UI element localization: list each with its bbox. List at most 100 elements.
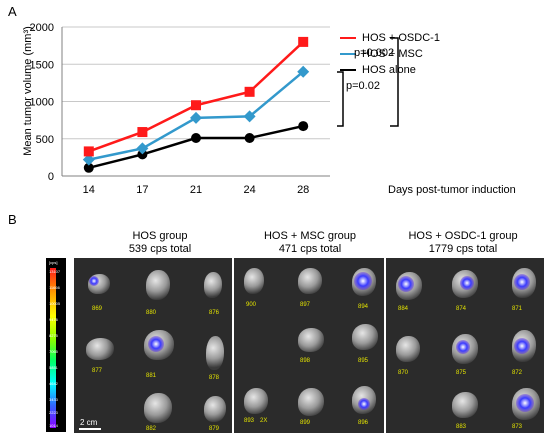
- x-tick-label: 14: [83, 184, 95, 196]
- series-line: [88, 124, 304, 170]
- sample-id: 894: [358, 304, 369, 310]
- sample-id: 875: [456, 370, 467, 376]
- data-point: [191, 133, 201, 144]
- signal-spot: [456, 340, 470, 354]
- sample-id: 874: [456, 306, 467, 312]
- colorbar-tick: 11666: [49, 285, 60, 290]
- legend-swatch: [340, 37, 356, 39]
- colorbar-tick: 7065: [49, 349, 58, 354]
- panel-b-label: B: [8, 212, 17, 227]
- y-tick-label: 1500: [30, 59, 54, 71]
- legend-item-hos: HOS alone: [340, 62, 440, 78]
- colorbar-tick: 10005: [49, 301, 61, 306]
- sample-id: 898: [300, 358, 311, 364]
- data-point: [243, 110, 256, 123]
- tumor-image: [86, 338, 114, 360]
- data-point: [136, 142, 149, 155]
- sample-id: 871: [512, 306, 523, 312]
- tumor-image: [244, 268, 264, 294]
- tumor-image: [146, 270, 170, 300]
- tumor-volume-chart: 0 500 1000 1500 2000 14 17 21 24 28: [30, 22, 399, 196]
- signal-spot: [514, 338, 530, 354]
- colorbar-tick: 3433: [49, 397, 58, 402]
- legend: HOS + OSDC-1 HOS + MSC HOS alone: [340, 30, 440, 78]
- tumor-image: [204, 272, 222, 298]
- luminescence-colorbar: [cps] 13107 11666 10005 9476 8275 7065 5…: [46, 258, 66, 432]
- signal-spot: [358, 398, 370, 410]
- panel-a-label: A: [8, 4, 17, 19]
- tumor-image: [298, 268, 322, 294]
- tumor-image: [452, 392, 478, 418]
- p-value-msc: p=0.02: [346, 80, 380, 92]
- signal-spot: [516, 394, 534, 412]
- significance-bracket: [337, 71, 344, 127]
- signal-spot: [460, 276, 474, 290]
- tumor-image: [298, 388, 324, 416]
- colorbar-gradient: [50, 268, 56, 428]
- data-point: [190, 111, 202, 124]
- legend-swatch: [340, 69, 356, 71]
- image-panel-msc: 900 897 894 898 895 893 2X 899 896: [234, 258, 384, 433]
- sample-id: 877: [92, 368, 103, 374]
- group-total: 539 cps total: [128, 243, 192, 255]
- sample-id: 900: [246, 302, 257, 308]
- scale-bar-line: [79, 428, 101, 430]
- sample-id: 2X: [260, 418, 268, 424]
- group-total: 471 cps total: [278, 243, 342, 255]
- legend-item-msc: HOS + MSC: [340, 46, 440, 62]
- sample-id: 872: [512, 370, 523, 376]
- x-tick-label: 21: [190, 184, 202, 196]
- image-panel-hos: 869 880 876 877 881 878 882 879: [74, 258, 232, 433]
- y-tick-label: 1000: [30, 97, 54, 109]
- data-point: [83, 146, 94, 157]
- sample-id: 879: [209, 426, 220, 432]
- tumor-image: [298, 328, 324, 352]
- signal-spot: [514, 274, 530, 290]
- sample-id: 896: [358, 420, 369, 426]
- colorbar-tick: 2223: [49, 410, 58, 415]
- data-point: [298, 36, 309, 47]
- group-total: 1779 cps total: [428, 243, 498, 255]
- group-name: HOS + MSC group: [263, 230, 356, 242]
- colorbar-tick: 1014: [49, 423, 58, 428]
- sample-id: 870: [398, 370, 409, 376]
- sample-id: 882: [146, 426, 157, 432]
- sample-id: 897: [300, 302, 311, 308]
- legend-label: HOS + OSDC-1: [362, 32, 440, 44]
- data-point: [298, 121, 309, 132]
- group-title-hos: HOS group 539 cps total: [85, 230, 235, 256]
- x-axis-title: Days post-tumor induction: [388, 184, 516, 196]
- sample-id: 893: [244, 418, 255, 424]
- data-point: [297, 65, 310, 78]
- p-value-osdc: p=0.002: [354, 47, 395, 59]
- legend-item-osdc: HOS + OSDC-1: [340, 30, 440, 46]
- y-tick-label: 2000: [30, 22, 54, 34]
- sample-id: 876: [209, 310, 220, 316]
- group-name: HOS group: [132, 230, 188, 242]
- sample-id: 881: [146, 373, 157, 379]
- group-name: HOS + OSDC-1 group: [408, 230, 518, 242]
- colorbar-tick: 13107: [49, 269, 61, 274]
- tumor-image: [206, 336, 224, 370]
- sample-id: 883: [456, 424, 467, 430]
- data-point: [137, 127, 148, 138]
- colorbar-tick: 4642: [49, 381, 58, 386]
- data-point: [82, 153, 95, 166]
- colorbar-tick: 5851: [49, 365, 58, 370]
- image-panel-osdc: 884 874 871 870 875 872 883 873: [386, 258, 544, 433]
- legend-label: HOS + MSC: [362, 48, 423, 60]
- signal-spot: [148, 336, 164, 352]
- sample-id: 884: [398, 306, 409, 312]
- tumor-image: [204, 396, 226, 422]
- data-point: [244, 86, 255, 97]
- x-tick-label: 24: [243, 184, 255, 196]
- colorbar-unit: [cps]: [49, 260, 58, 265]
- colorbar-tick: 8275: [49, 333, 58, 338]
- sample-id: 895: [358, 358, 369, 364]
- colorbar-tick: 9476: [49, 317, 58, 322]
- data-point: [83, 162, 94, 173]
- significance-bracket: [390, 37, 399, 127]
- signal-spot: [89, 276, 99, 286]
- y-tick-label: 500: [36, 134, 54, 146]
- y-axis-title: Mean tumor volume (mm³): [22, 26, 34, 156]
